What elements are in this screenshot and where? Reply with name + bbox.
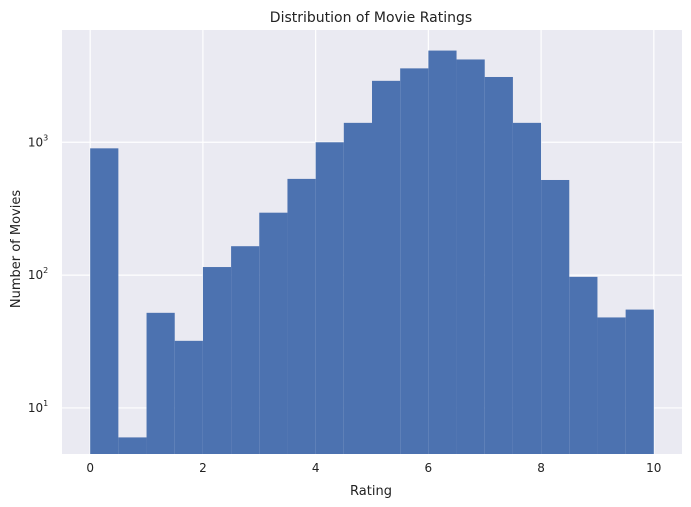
y-tick-label: 101 bbox=[28, 399, 48, 415]
histogram-bar bbox=[372, 80, 401, 454]
histogram-bar bbox=[146, 312, 175, 454]
chart-title: Distribution of Movie Ratings bbox=[270, 10, 472, 26]
x-tick-label: 8 bbox=[537, 461, 545, 475]
histogram-bar bbox=[118, 437, 147, 454]
histogram-bar bbox=[400, 68, 429, 455]
histogram-bar bbox=[343, 122, 372, 454]
histogram-bar bbox=[287, 178, 316, 454]
histogram-bar bbox=[174, 340, 203, 454]
histogram-bar bbox=[625, 309, 654, 454]
histogram-bar bbox=[512, 122, 542, 454]
histogram-bar bbox=[541, 179, 570, 454]
histogram-bar bbox=[484, 76, 513, 454]
histogram-bar bbox=[231, 246, 260, 454]
histogram-bar bbox=[428, 50, 457, 454]
x-axis-label: Rating bbox=[350, 484, 392, 499]
y-tick-label: 102 bbox=[28, 266, 48, 282]
histogram-bar bbox=[569, 276, 598, 454]
y-axis-label: Number of Movies bbox=[9, 190, 24, 308]
tick-labels: 0 2 4 6 8 10 101 102 103 bbox=[28, 133, 662, 475]
histogram-bar bbox=[315, 142, 344, 454]
x-tick-label: 0 bbox=[86, 461, 94, 475]
histogram-bar bbox=[90, 148, 119, 454]
x-tick-label: 6 bbox=[425, 461, 433, 475]
histogram-bar bbox=[597, 317, 626, 454]
x-tick-label: 10 bbox=[646, 461, 661, 475]
histogram-bar bbox=[202, 267, 232, 454]
bars bbox=[90, 50, 654, 455]
x-tick-label: 4 bbox=[312, 461, 320, 475]
histogram-bar bbox=[259, 212, 288, 454]
y-tick-label: 103 bbox=[28, 133, 48, 149]
x-tick-label: 2 bbox=[199, 461, 207, 475]
histogram-bar bbox=[456, 59, 485, 454]
